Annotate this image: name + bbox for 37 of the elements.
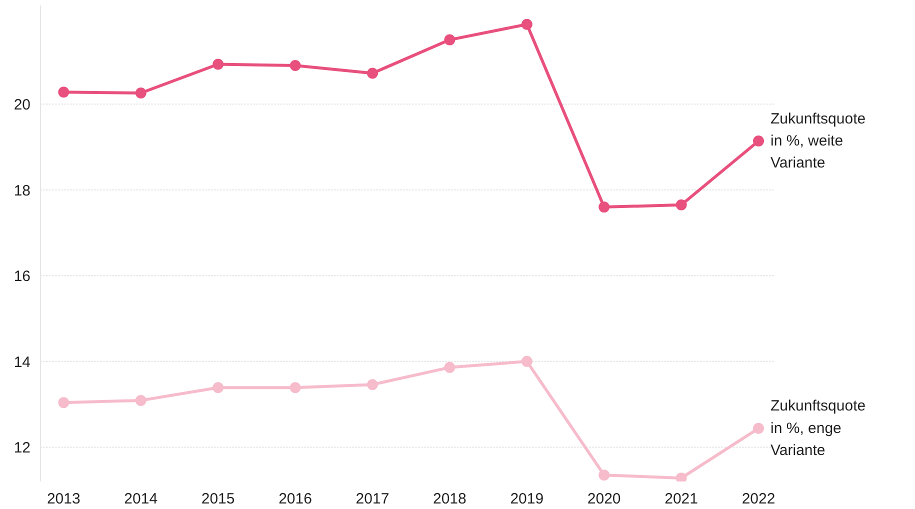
point	[521, 18, 532, 30]
y-tick-label: 16	[14, 268, 31, 286]
point	[598, 470, 610, 481]
x-tick-label: 2015	[201, 490, 235, 508]
x-tick-label: 2013	[46, 490, 80, 508]
point	[444, 34, 456, 46]
point	[753, 422, 764, 434]
point	[58, 86, 70, 98]
point	[521, 356, 532, 367]
point	[212, 382, 224, 394]
x-tick-label: 2018	[433, 490, 466, 508]
point	[135, 394, 146, 406]
point	[58, 397, 70, 408]
y-tick-label: 18	[14, 182, 31, 200]
point	[676, 199, 687, 210]
x-tick-label: 2016	[278, 490, 312, 508]
point	[444, 362, 456, 373]
series-label: Zukunftsquote in %, weite Variante	[770, 110, 866, 172]
x-tick-label: 2019	[510, 490, 544, 508]
point	[212, 58, 224, 70]
series-label: Zukunftsquote in %, enge Variante	[770, 398, 866, 459]
point	[753, 136, 764, 146]
point	[676, 472, 687, 482]
point	[366, 68, 378, 79]
y-tick-label: 12	[14, 440, 31, 457]
y-tick-label: 20	[14, 96, 31, 114]
point	[290, 382, 301, 394]
point	[290, 60, 301, 72]
x-tick-label: 2022	[742, 490, 776, 508]
x-tick-label: 2021	[664, 490, 698, 508]
point	[366, 379, 378, 390]
x-tick-label: 2014	[124, 490, 158, 508]
x-tick-label: 2017	[356, 490, 390, 508]
y-tick-label: 14	[14, 354, 31, 371]
x-tick-label: 2020	[587, 490, 621, 508]
point	[135, 87, 146, 98]
point	[598, 202, 610, 213]
